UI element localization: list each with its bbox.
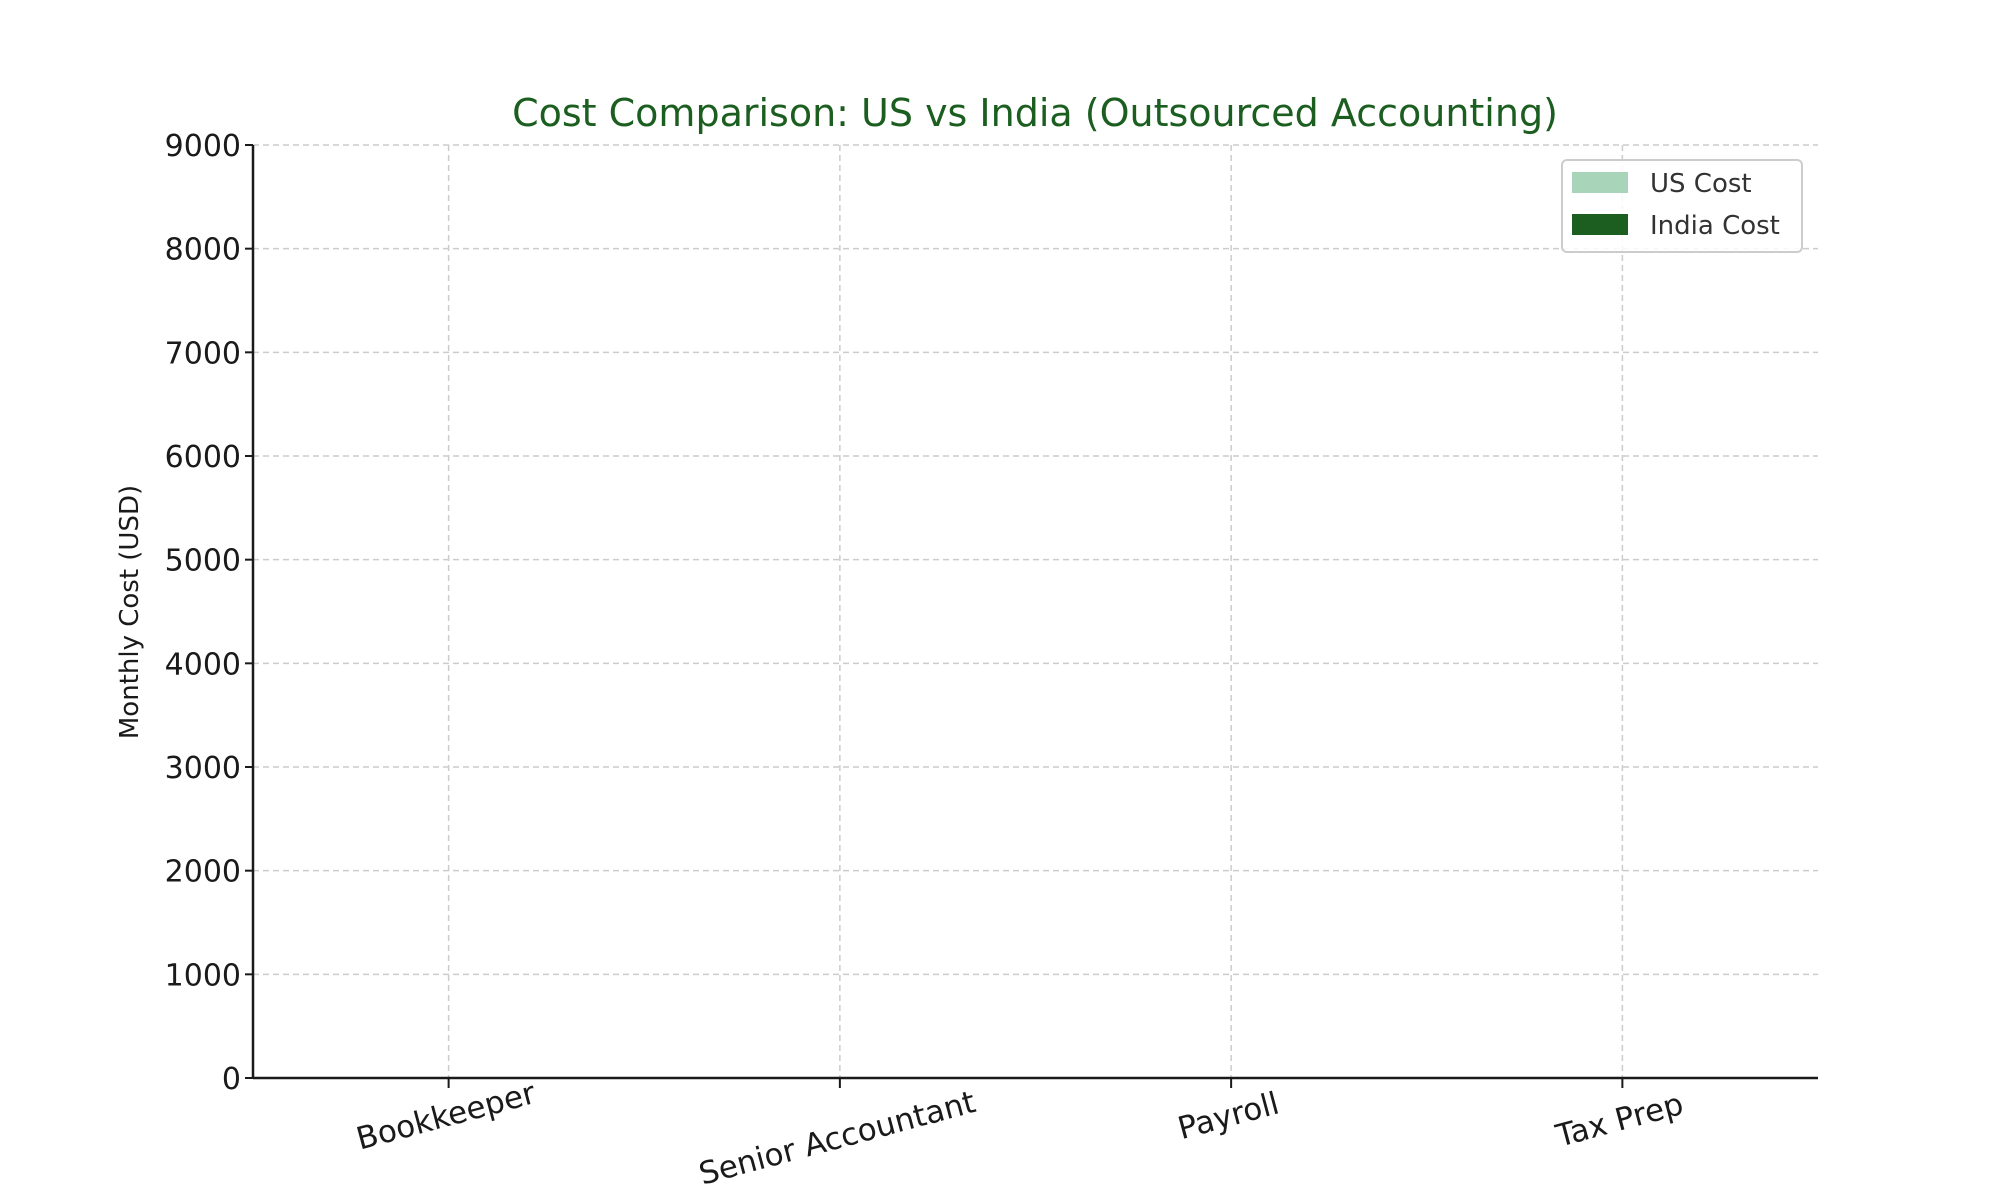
y-tick-label: 0 — [222, 1062, 241, 1097]
y-tick-label: 8000 — [165, 233, 241, 268]
y-tick-label: 9000 — [165, 129, 241, 164]
x-ticks: Bookkeeper Senior Accountant Payroll Tax Pr… — [353, 1075, 1688, 1192]
x-tick-label: Payroll — [1174, 1086, 1283, 1147]
y-axis-label: Monthly Cost (USD) — [115, 485, 145, 739]
legend-label-us-cost: US Cost — [1650, 169, 1752, 199]
legend: US Cost India Cost — [1561, 159, 1803, 253]
y-tick-label: 3000 — [165, 751, 241, 786]
y-tick-label: 6000 — [165, 440, 241, 475]
chart-title: Cost Comparison: US vs India (Outsourced… — [512, 91, 1558, 135]
axes — [251, 145, 1818, 1080]
legend-swatch-india-cost — [1572, 214, 1628, 235]
x-tick-label: Bookkeeper — [353, 1075, 540, 1157]
y-tick-label: 2000 — [165, 855, 241, 890]
legend-swatch-us-cost — [1572, 172, 1628, 193]
x-tick-label: Senior Accountant — [695, 1084, 979, 1192]
legend-label-india-cost: India Cost — [1650, 211, 1780, 241]
y-tick-label: 5000 — [165, 544, 241, 579]
y-tick-label: 4000 — [165, 647, 241, 682]
grid-lines — [253, 144, 1818, 1078]
y-tick-label: 7000 — [165, 336, 241, 371]
x-tick-label: Tax Prep — [1551, 1086, 1687, 1155]
y-ticks: 0 1000 2000 3000 4000 5000 6000 7000 8000 9000 — [165, 129, 253, 1097]
y-tick-label: 1000 — [165, 958, 241, 993]
